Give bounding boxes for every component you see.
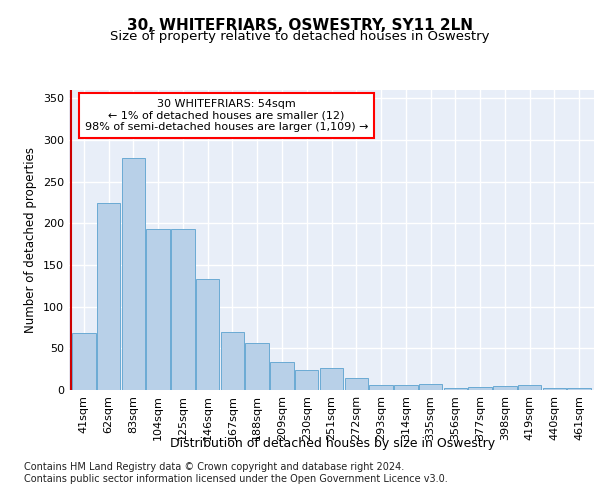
- Bar: [295, 370, 319, 390]
- Bar: [245, 342, 269, 390]
- Text: 30, WHITEFRIARS, OSWESTRY, SY11 2LN: 30, WHITEFRIARS, OSWESTRY, SY11 2LN: [127, 18, 473, 32]
- Bar: [542, 388, 566, 390]
- Bar: [146, 229, 170, 390]
- Bar: [394, 385, 418, 390]
- Bar: [493, 386, 517, 390]
- Bar: [443, 388, 467, 390]
- Bar: [196, 279, 220, 390]
- Bar: [518, 385, 541, 390]
- Bar: [221, 332, 244, 390]
- Text: Size of property relative to detached houses in Oswestry: Size of property relative to detached ho…: [110, 30, 490, 43]
- Bar: [419, 384, 442, 390]
- Y-axis label: Number of detached properties: Number of detached properties: [25, 147, 37, 333]
- Text: 30 WHITEFRIARS: 54sqm
← 1% of detached houses are smaller (12)
98% of semi-detac: 30 WHITEFRIARS: 54sqm ← 1% of detached h…: [85, 99, 368, 132]
- Bar: [122, 158, 145, 390]
- Bar: [344, 378, 368, 390]
- Text: Contains HM Land Registry data © Crown copyright and database right 2024.
Contai: Contains HM Land Registry data © Crown c…: [24, 462, 448, 484]
- Bar: [270, 362, 294, 390]
- Bar: [568, 388, 591, 390]
- Bar: [72, 334, 95, 390]
- Bar: [469, 386, 492, 390]
- Bar: [97, 204, 121, 390]
- Text: Distribution of detached houses by size in Oswestry: Distribution of detached houses by size …: [170, 438, 496, 450]
- Bar: [369, 385, 393, 390]
- Bar: [171, 229, 194, 390]
- Bar: [320, 368, 343, 390]
